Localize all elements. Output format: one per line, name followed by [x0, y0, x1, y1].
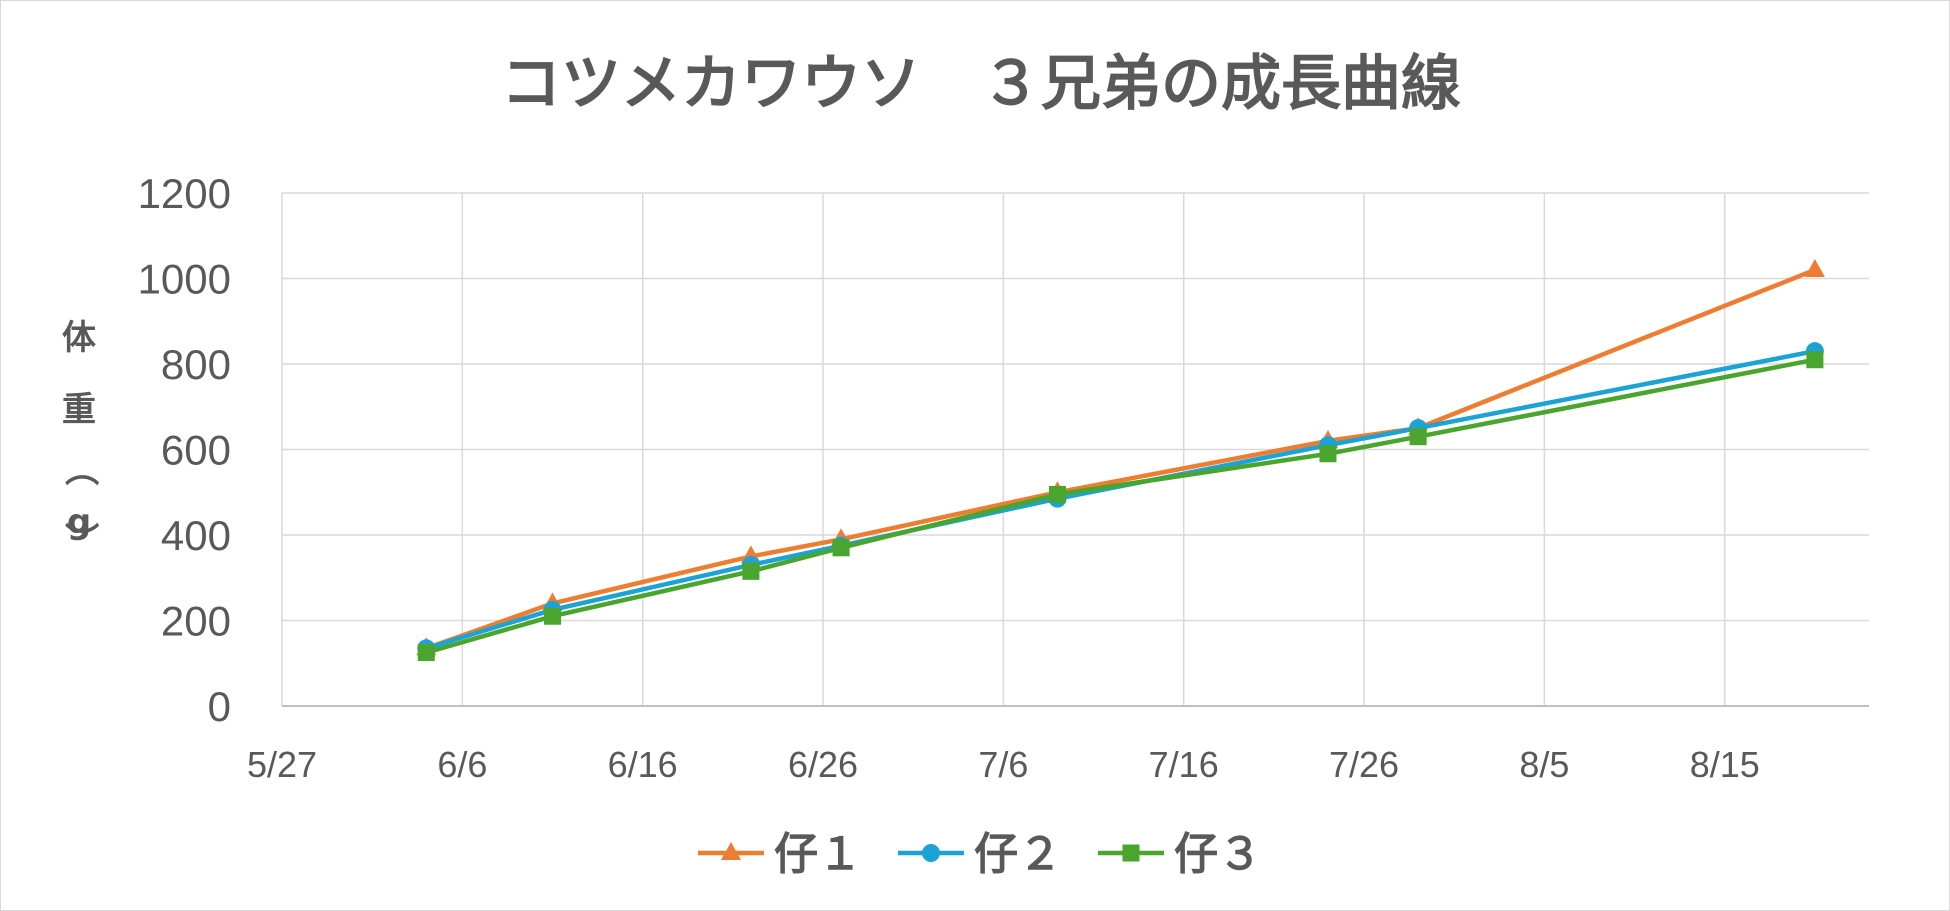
- square-marker: [742, 562, 760, 580]
- square-marker: [832, 539, 850, 557]
- square-marker: [1319, 445, 1337, 463]
- series-2: [417, 342, 1824, 658]
- gridlines: [281, 192, 1869, 706]
- y-axis-label: 体重 （ g）: [60, 318, 100, 556]
- y-axis-label-char: 重: [62, 390, 96, 430]
- y-tick-label: 200: [161, 598, 231, 645]
- x-tick-label: 5/27: [247, 744, 317, 785]
- x-tick-label: 7/16: [1149, 744, 1219, 785]
- y-tick-label: 400: [161, 512, 231, 559]
- y-tick-label: 1200: [138, 170, 231, 217]
- legend[interactable]: 仔１ 仔２ 仔３: [698, 829, 1262, 880]
- square-marker: [417, 644, 435, 662]
- legend-triangle-marker: [721, 842, 741, 860]
- square-marker: [1806, 351, 1824, 369]
- x-tick-label: 7/26: [1329, 744, 1399, 785]
- y-axis-ticks: 0 200 400 600 800 1000 1200: [138, 170, 231, 730]
- y-tick-label: 1000: [138, 256, 231, 303]
- square-marker: [1048, 485, 1066, 503]
- series-line: [424, 348, 1818, 651]
- y-tick-label: 800: [161, 341, 231, 388]
- square-marker: [1409, 428, 1427, 446]
- x-axis-ticks: 5/27 6/6 6/16 6/26 7/6 7/16 7/26 8/5 8/15: [247, 744, 1760, 785]
- y-axis-label-char: 体: [62, 318, 96, 358]
- series-1: [416, 258, 1825, 656]
- triangle-marker: [1804, 258, 1825, 277]
- square-marker: [544, 607, 562, 625]
- y-axis-label-char: ）: [60, 522, 100, 556]
- series-line: [424, 357, 1818, 655]
- legend-item[interactable]: 仔２: [898, 829, 1062, 880]
- y-axis-label-char: g: [67, 502, 91, 542]
- y-tick-label: 600: [161, 427, 231, 474]
- x-tick-label: 8/15: [1690, 744, 1760, 785]
- x-tick-label: 6/6: [437, 744, 487, 785]
- legend-circle-marker: [922, 844, 940, 862]
- series-lines: [416, 258, 1825, 662]
- legend-label: 仔１: [774, 829, 862, 880]
- x-tick-label: 6/26: [788, 744, 858, 785]
- x-tick-label: 6/16: [608, 744, 678, 785]
- legend-label: 仔３: [1174, 829, 1262, 880]
- legend-item[interactable]: 仔１: [698, 829, 862, 880]
- x-tick-label: 8/5: [1519, 744, 1569, 785]
- chart-title: コツメカワウソ ３兄弟の成長曲線: [501, 49, 1461, 119]
- series-3: [417, 351, 1824, 662]
- legend-square-marker: [1122, 844, 1140, 862]
- y-axis-label-char: （: [60, 452, 100, 486]
- legend-label: 仔２: [974, 829, 1062, 880]
- x-tick-label: 7/6: [978, 744, 1028, 785]
- y-tick-label: 0: [208, 683, 231, 730]
- legend-item[interactable]: 仔３: [1098, 829, 1262, 880]
